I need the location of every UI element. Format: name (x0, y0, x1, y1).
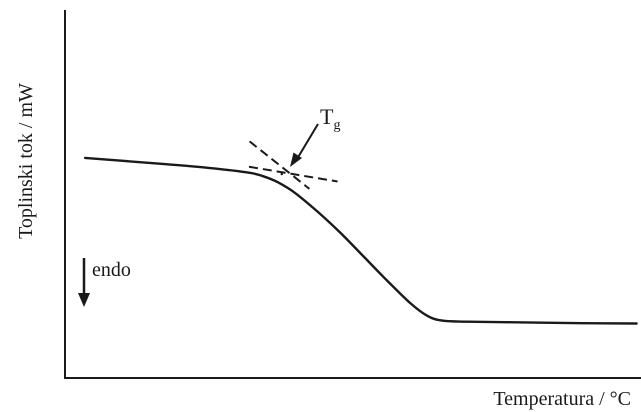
tg-label-subscript: g (333, 118, 340, 133)
tg-annotation: Tg (290, 104, 340, 167)
endo-annotation: endo (78, 258, 131, 307)
y-axis-label: Toplinski tok / mW (15, 83, 37, 239)
endo-label: endo (92, 259, 131, 281)
plot-group (83, 140, 638, 325)
tangent-line-2 (248, 140, 310, 190)
endo-arrow-head (78, 293, 90, 307)
tg-label-base: T (320, 104, 334, 129)
dsc-curve-series-1 (83, 156, 638, 325)
tangent-line-1 (248, 165, 338, 183)
tg-point (280, 172, 283, 176)
tg-label: Tg (320, 104, 340, 133)
tg-arrow-shaft (296, 123, 319, 160)
tg-arrow-head (290, 152, 302, 167)
x-axis-label: Temperatura / °C (493, 388, 631, 410)
